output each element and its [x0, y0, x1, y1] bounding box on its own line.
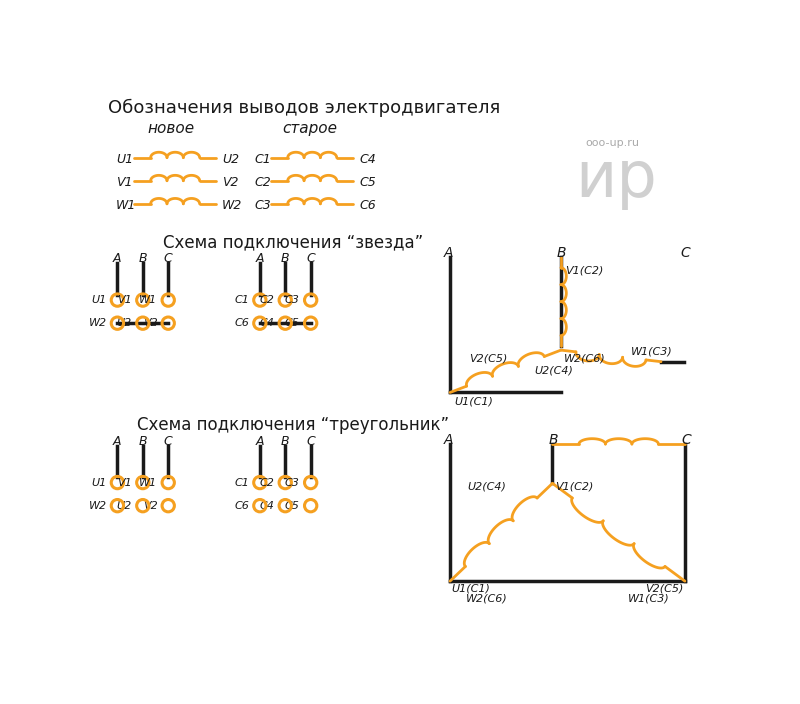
Text: U2(C4): U2(C4): [467, 482, 506, 492]
Text: V2(C5): V2(C5): [469, 354, 507, 364]
Text: V2: V2: [222, 176, 238, 189]
Text: C: C: [163, 252, 172, 265]
Text: W1: W1: [139, 477, 158, 488]
Text: C4: C4: [359, 153, 376, 165]
Text: B: B: [138, 435, 147, 448]
Text: W2: W2: [222, 199, 242, 212]
Text: C5: C5: [285, 318, 300, 328]
Text: ooo-up.ru: ooo-up.ru: [586, 139, 639, 149]
Text: V1: V1: [116, 176, 132, 189]
Text: C3: C3: [285, 477, 300, 488]
Text: C5: C5: [285, 501, 300, 510]
Text: C6: C6: [234, 318, 249, 328]
Text: C5: C5: [359, 176, 376, 189]
Text: Схема подключения “звезда”: Схема подключения “звезда”: [163, 233, 423, 251]
Text: C1: C1: [234, 295, 249, 305]
Text: B: B: [549, 433, 558, 447]
Text: A: A: [255, 435, 264, 448]
Text: V1(C2): V1(C2): [566, 265, 604, 275]
Text: W1: W1: [139, 295, 158, 305]
Text: A: A: [113, 435, 122, 448]
Text: U1: U1: [116, 153, 133, 165]
Text: B: B: [138, 252, 147, 265]
Text: A: A: [255, 252, 264, 265]
Text: U1(C1): U1(C1): [451, 584, 490, 593]
Text: C2: C2: [260, 295, 274, 305]
Text: W2: W2: [89, 318, 106, 328]
Text: U2: U2: [117, 318, 132, 328]
Text: A: A: [113, 252, 122, 265]
Text: C: C: [306, 435, 315, 448]
Text: V2: V2: [142, 318, 158, 328]
Text: V1: V1: [118, 477, 132, 488]
Text: Обозначения выводов электродвигателя: Обозначения выводов электродвигателя: [108, 99, 501, 117]
Text: C2: C2: [260, 477, 274, 488]
Text: C: C: [306, 252, 315, 265]
Text: W1(C3): W1(C3): [628, 593, 670, 603]
Text: C6: C6: [359, 199, 376, 212]
Text: W2(C6): W2(C6): [564, 354, 606, 364]
Text: ир: ир: [575, 149, 658, 210]
Text: U2(C4): U2(C4): [534, 365, 573, 375]
Text: W1: W1: [116, 199, 136, 212]
Text: V2: V2: [142, 501, 158, 510]
Text: A: A: [444, 433, 454, 447]
Text: C2: C2: [254, 176, 271, 189]
Text: B: B: [281, 252, 290, 265]
Text: C: C: [163, 435, 172, 448]
Text: A: A: [444, 246, 454, 260]
Text: Схема подключения “треугольник”: Схема подключения “треугольник”: [137, 415, 449, 434]
Text: C4: C4: [260, 318, 274, 328]
Text: U1: U1: [91, 295, 106, 305]
Text: W2: W2: [89, 501, 106, 510]
Text: C: C: [681, 433, 690, 447]
Text: C4: C4: [260, 501, 274, 510]
Text: U1: U1: [91, 477, 106, 488]
Text: U1(C1): U1(C1): [454, 396, 493, 406]
Text: V1: V1: [118, 295, 132, 305]
Text: B: B: [281, 435, 290, 448]
Text: C3: C3: [254, 199, 271, 212]
Text: новое: новое: [148, 120, 195, 136]
Text: B: B: [557, 246, 566, 260]
Text: C6: C6: [234, 501, 249, 510]
Text: C3: C3: [285, 295, 300, 305]
Text: C1: C1: [254, 153, 271, 165]
Text: U2: U2: [222, 153, 239, 165]
Text: V1(C2): V1(C2): [555, 482, 594, 492]
Text: старое: старое: [282, 120, 338, 136]
Text: C: C: [680, 246, 690, 260]
Text: W2(C6): W2(C6): [466, 593, 507, 603]
Text: C1: C1: [234, 477, 249, 488]
Text: V2(C5): V2(C5): [645, 584, 683, 593]
Text: W1(C3): W1(C3): [631, 346, 673, 356]
Text: U2: U2: [117, 501, 132, 510]
